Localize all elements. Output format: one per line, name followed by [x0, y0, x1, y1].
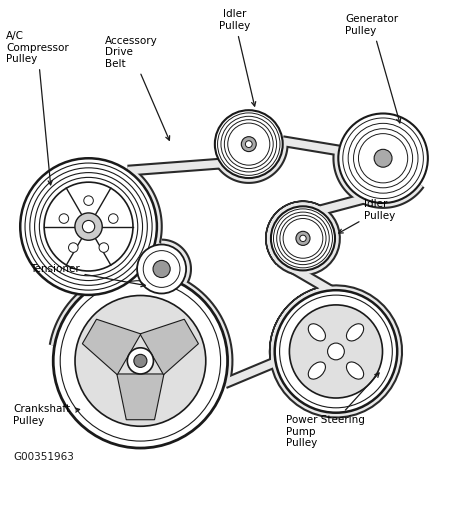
Circle shape [134, 355, 147, 368]
Circle shape [128, 348, 154, 374]
Polygon shape [117, 374, 164, 420]
Circle shape [296, 231, 310, 245]
Polygon shape [140, 319, 199, 375]
Circle shape [215, 110, 283, 178]
Circle shape [44, 182, 133, 271]
Ellipse shape [346, 362, 364, 379]
Circle shape [338, 114, 428, 203]
Circle shape [290, 305, 383, 398]
Circle shape [328, 343, 344, 360]
Circle shape [75, 213, 102, 240]
Circle shape [69, 243, 78, 252]
Circle shape [59, 214, 69, 223]
Circle shape [246, 141, 252, 147]
Circle shape [53, 274, 228, 448]
Ellipse shape [308, 362, 326, 379]
Ellipse shape [308, 324, 326, 341]
Circle shape [99, 243, 109, 252]
Ellipse shape [346, 324, 364, 341]
Circle shape [109, 214, 118, 223]
Text: Idler
Pulley: Idler Pulley [338, 199, 395, 233]
Text: G00351963: G00351963 [13, 452, 74, 462]
Text: Idler
Pulley: Idler Pulley [219, 10, 255, 106]
Circle shape [82, 221, 95, 233]
Text: Accessory
Drive
Belt: Accessory Drive Belt [105, 36, 170, 140]
Circle shape [20, 158, 157, 295]
Text: Generator
Pulley: Generator Pulley [346, 14, 401, 123]
Text: Power Steering
Pump
Pulley: Power Steering Pump Pulley [286, 373, 379, 448]
Circle shape [137, 244, 186, 293]
Circle shape [271, 207, 335, 270]
Text: Crankshaft
Pulley: Crankshaft Pulley [13, 405, 80, 426]
Circle shape [275, 290, 397, 413]
Circle shape [300, 235, 306, 241]
Text: Tensioner: Tensioner [30, 264, 145, 287]
Circle shape [75, 295, 206, 426]
Circle shape [374, 149, 392, 167]
Polygon shape [82, 319, 141, 375]
Circle shape [241, 137, 256, 152]
Text: A/C
Compressor
Pulley: A/C Compressor Pulley [6, 31, 69, 185]
Circle shape [84, 196, 93, 206]
Circle shape [153, 261, 170, 278]
